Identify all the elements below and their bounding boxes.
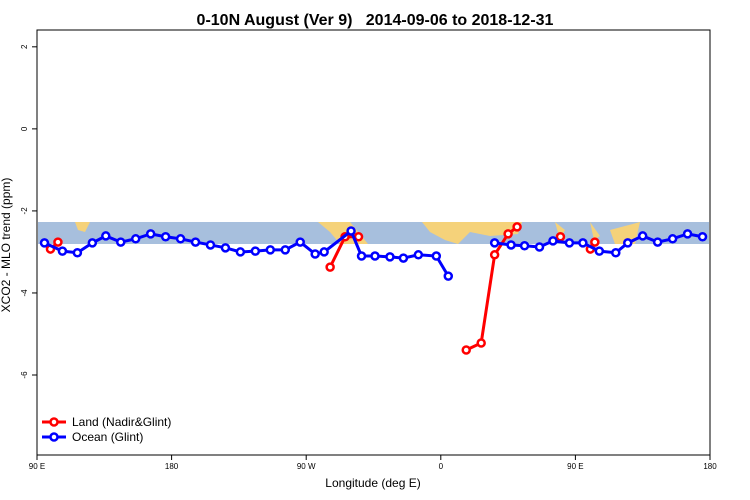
x-tick-label: 90 E [29, 462, 45, 471]
data-point [564, 238, 575, 248]
data-point [101, 231, 111, 241]
data-point [39, 238, 50, 248]
legend-label: Land (Nadir&Glint) [72, 415, 171, 429]
plot-frame [36, 29, 711, 456]
data-point [590, 237, 600, 247]
data-point [503, 229, 513, 239]
data-point [235, 247, 246, 257]
data-point [413, 250, 424, 260]
data-point [310, 249, 320, 259]
data-point [652, 237, 663, 247]
data-point [682, 229, 693, 239]
data-point [175, 234, 186, 244]
data-point [385, 252, 395, 262]
y-tick-label: 0 [20, 126, 29, 131]
x-axis-label: Longitude (deg E) [325, 476, 420, 490]
data-point [72, 248, 83, 258]
data-point [622, 238, 633, 248]
data-point [489, 238, 500, 248]
data-point [578, 238, 588, 248]
data-point [555, 232, 566, 242]
data-point [145, 229, 156, 239]
data-point [548, 236, 558, 246]
data-point [160, 232, 171, 242]
legend-label: Ocean (Glint) [72, 430, 143, 444]
data-point [265, 245, 276, 255]
data-point [637, 231, 648, 241]
data-point [295, 237, 305, 247]
data-point [519, 241, 530, 251]
data-point [57, 246, 68, 256]
data-point [356, 251, 367, 261]
y-tick-label: -6 [20, 371, 29, 379]
data-point [398, 253, 409, 263]
data-point [512, 222, 522, 232]
data-point [489, 250, 500, 260]
data-point [431, 251, 442, 261]
legend-marker [49, 432, 59, 442]
data-point [205, 240, 216, 250]
data-point [594, 246, 605, 256]
data-point [220, 243, 231, 253]
data-point [476, 338, 486, 348]
y-tick-label: -4 [20, 289, 29, 297]
data-point [346, 226, 356, 236]
data-point [130, 234, 141, 244]
data-point [506, 240, 516, 250]
y-axis-label: XCO2 - MLO trend (ppm) [0, 178, 13, 313]
data-point [611, 248, 621, 258]
data-point [53, 237, 63, 247]
data-point [319, 247, 329, 257]
x-tick-label: 0 [439, 462, 444, 471]
x-tick-label: 90 E [567, 462, 583, 471]
data-point [667, 234, 678, 244]
x-tick-label: 180 [165, 462, 179, 471]
chart-title: 0-10N August (Ver 9) 2014-09-06 to 2018-… [197, 12, 554, 29]
data-point [87, 238, 98, 248]
data-point [280, 245, 291, 255]
x-tick-label: 180 [703, 462, 717, 471]
y-tick-label: 2 [20, 44, 29, 49]
data-point [534, 242, 545, 252]
data-point [190, 237, 201, 247]
data-point [325, 262, 335, 272]
data-point [461, 345, 471, 355]
y-tick-label: -2 [20, 207, 29, 215]
data-point [250, 246, 261, 256]
legend-marker [49, 417, 59, 427]
data-point [443, 271, 454, 281]
x-tick-label: 90 W [297, 462, 316, 471]
data-point [116, 237, 126, 247]
data-point [370, 251, 380, 261]
data-point [697, 232, 708, 242]
